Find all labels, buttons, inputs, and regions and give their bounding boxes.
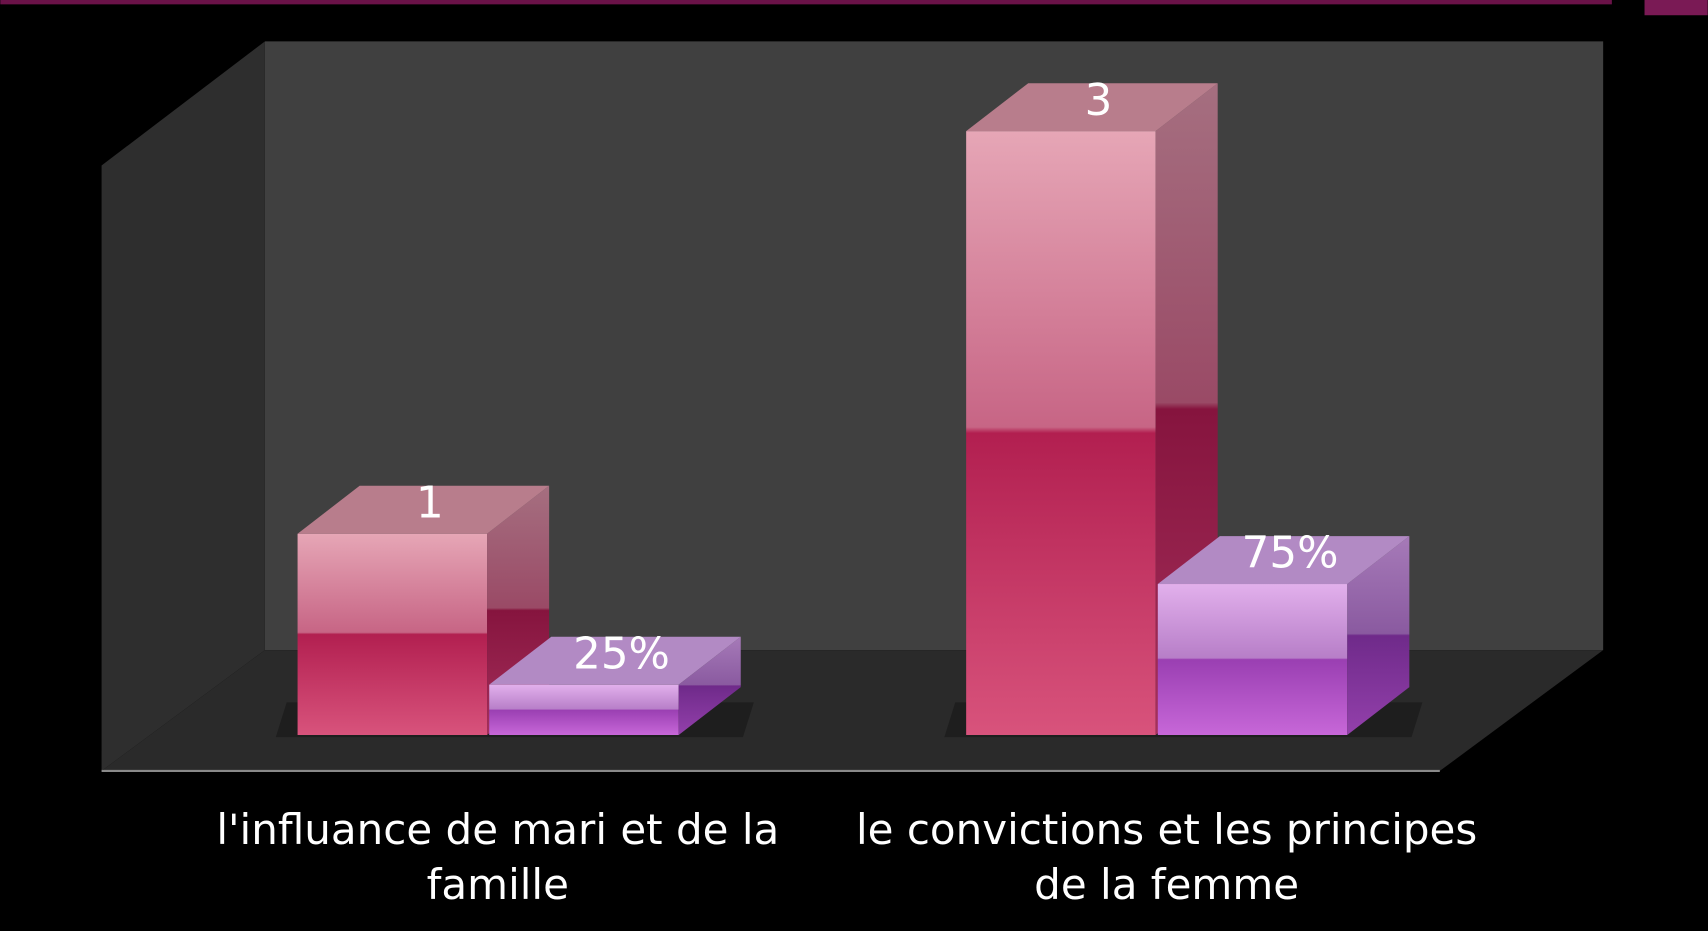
bar-top (966, 83, 1218, 132)
bar-front (966, 131, 1156, 736)
bar-top (489, 636, 741, 685)
bar-top (1157, 536, 1410, 585)
top-border (0, 0, 1612, 5)
side-wall (101, 41, 265, 771)
bar-top (297, 485, 550, 534)
category-label: le convictions et les principes de la fe… (855, 805, 1478, 909)
data-label: 25% (573, 629, 670, 679)
corner-accent (1644, 0, 1708, 16)
data-label: 75% (1242, 529, 1339, 579)
category-label: l'influance de mari et de la famille (216, 805, 780, 909)
bar-side (1347, 536, 1410, 735)
back-wall (264, 41, 1604, 651)
bar-front (1157, 584, 1348, 735)
data-label: 3 (1085, 76, 1113, 126)
bar-side (678, 636, 741, 735)
data-label: 1 (416, 478, 444, 528)
bar-front (489, 684, 679, 735)
bar-front (297, 533, 488, 735)
